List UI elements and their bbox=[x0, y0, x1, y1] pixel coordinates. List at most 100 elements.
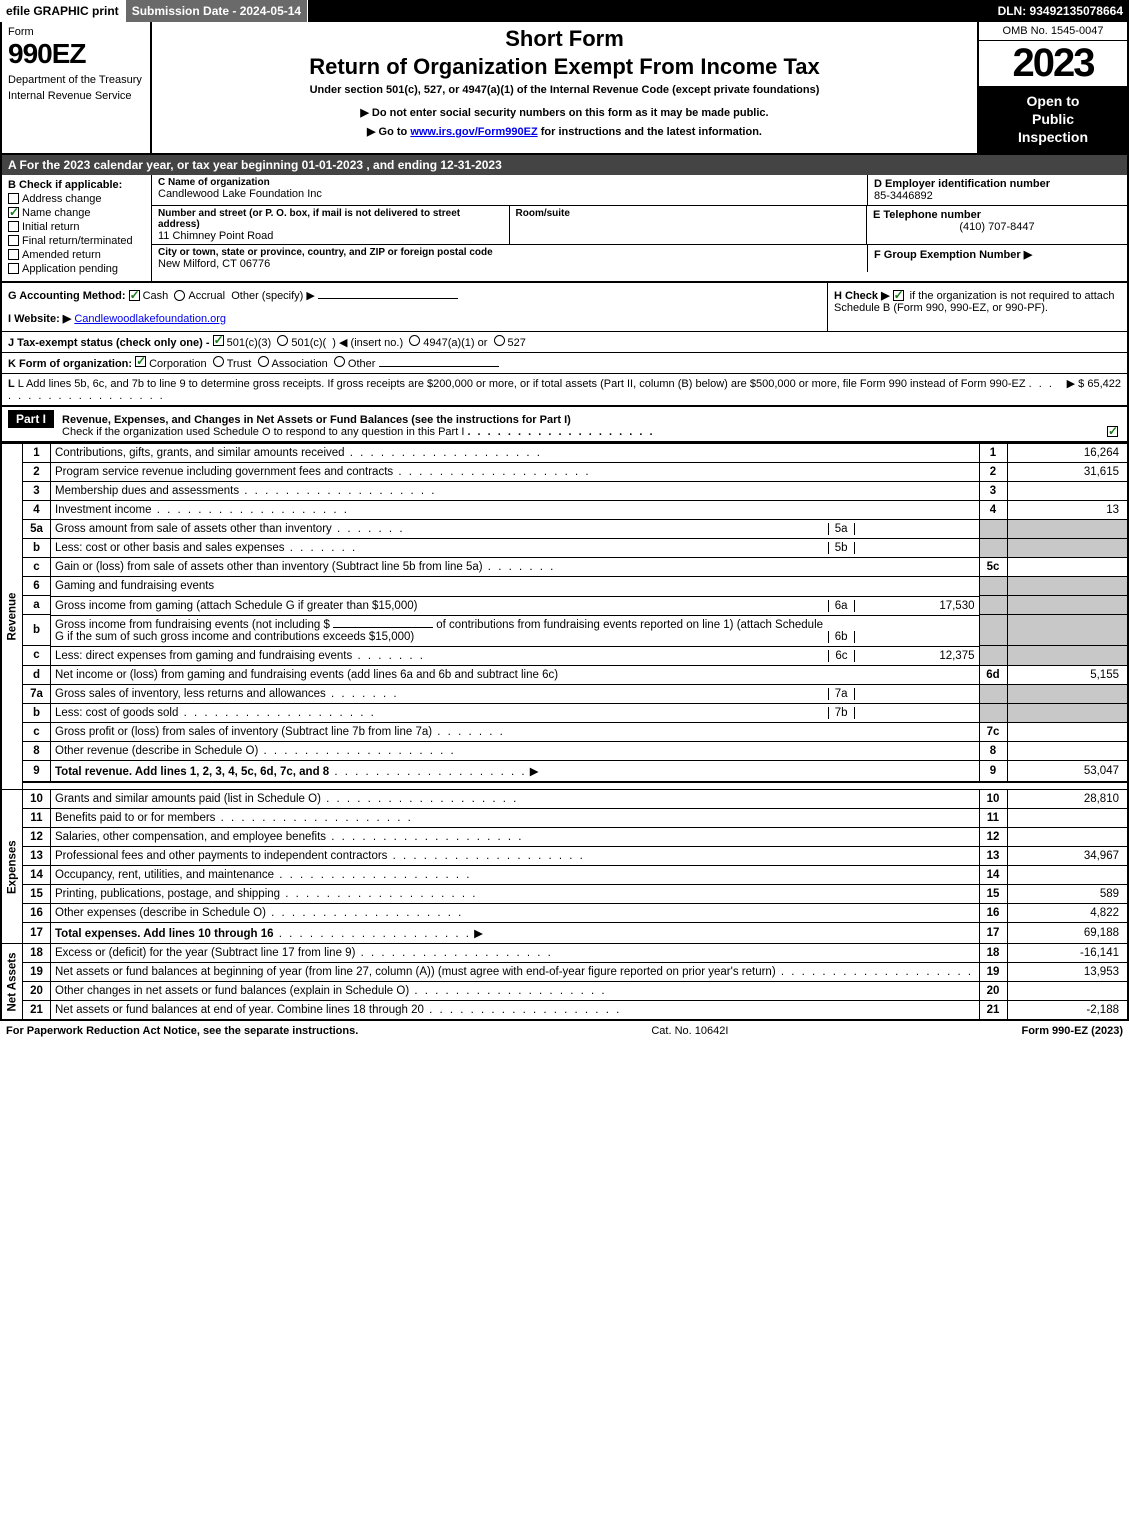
website-link[interactable]: Candlewoodlakefoundation.org bbox=[74, 313, 226, 325]
line-4-row: 4 Investment income 4 13 bbox=[2, 500, 1127, 519]
line-21-row: 21 Net assets or fund balances at end of… bbox=[2, 1001, 1127, 1020]
line-20-row: 20 Other changes in net assets or fund b… bbox=[2, 982, 1127, 1001]
line-6c-value: 12,375 bbox=[855, 650, 975, 662]
footer-center: Cat. No. 10642I bbox=[651, 1025, 728, 1037]
room-label: Room/suite bbox=[516, 208, 861, 219]
line-16-row: 16 Other expenses (describe in Schedule … bbox=[2, 904, 1127, 923]
address-change-checkbox[interactable]: Address change bbox=[8, 193, 145, 205]
h-label: H Check ▶ bbox=[834, 290, 890, 302]
corporation-checkbox[interactable] bbox=[135, 356, 146, 367]
line-19-row: 19 Net assets or fund balances at beginn… bbox=[2, 963, 1127, 982]
line-19-value: 13,953 bbox=[1007, 963, 1127, 982]
ein: 85-3446892 bbox=[874, 190, 1121, 202]
header-center: Short Form Return of Organization Exempt… bbox=[152, 22, 977, 153]
cash-checkbox[interactable] bbox=[129, 290, 140, 301]
form-header: Form 990EZ Department of the Treasury In… bbox=[0, 22, 1129, 155]
g-label: G Accounting Method: bbox=[8, 290, 126, 302]
line-2-row: 2 Program service revenue including gove… bbox=[2, 462, 1127, 481]
dept-treasury: Department of the Treasury bbox=[8, 74, 144, 86]
street-label: Number and street (or P. O. box, if mail… bbox=[158, 208, 503, 230]
column-c-name-address: C Name of organization Candlewood Lake F… bbox=[152, 175, 1127, 281]
trust-checkbox[interactable] bbox=[213, 356, 224, 367]
city-label: City or town, state or province, country… bbox=[158, 247, 861, 258]
part-1-table: Revenue 1 Contributions, gifts, grants, … bbox=[0, 443, 1129, 1022]
line-j: J Tax-exempt status (check only one) - 5… bbox=[0, 332, 1129, 353]
line-7c-row: c Gross profit or (loss) from sales of i… bbox=[2, 723, 1127, 742]
line-12-row: 12 Salaries, other compensation, and emp… bbox=[2, 828, 1127, 847]
dept-irs: Internal Revenue Service bbox=[8, 90, 144, 102]
initial-return-checkbox[interactable]: Initial return bbox=[8, 221, 145, 233]
name-change-checkbox[interactable]: Name change bbox=[8, 207, 145, 219]
line-8-row: 8 Other revenue (describe in Schedule O)… bbox=[2, 742, 1127, 761]
header-left: Form 990EZ Department of the Treasury In… bbox=[2, 22, 152, 153]
footer-right: Form 990-EZ (2023) bbox=[1021, 1025, 1123, 1037]
line-18-row: Net Assets 18 Excess or (deficit) for th… bbox=[2, 944, 1127, 963]
line-18-value: -16,141 bbox=[1007, 944, 1127, 963]
line-1-row: Revenue 1 Contributions, gifts, grants, … bbox=[2, 443, 1127, 462]
schedule-o-checkbox[interactable] bbox=[1107, 426, 1118, 437]
association-checkbox[interactable] bbox=[258, 356, 269, 367]
column-b-checkboxes: B Check if applicable: Address change Na… bbox=[2, 175, 152, 281]
line-10-row: Expenses 10 Grants and similar amounts p… bbox=[2, 790, 1127, 809]
other-checkbox[interactable] bbox=[334, 356, 345, 367]
line-5a-row: 5a Gross amount from sale of assets othe… bbox=[2, 519, 1127, 538]
line-6-row: 6 Gaming and fundraising events bbox=[2, 577, 1127, 596]
do-not-enter-ssn: ▶ Do not enter social security numbers o… bbox=[160, 106, 969, 119]
line-l: L L Add lines 5b, 6c, and 7b to line 9 t… bbox=[0, 374, 1129, 407]
open-to-public: Open to Public Inspection bbox=[979, 86, 1127, 153]
4947-checkbox[interactable] bbox=[409, 335, 420, 346]
line-15-value: 589 bbox=[1007, 885, 1127, 904]
line-2-value: 31,615 bbox=[1007, 462, 1127, 481]
line-6b-row: b Gross income from fundraising events (… bbox=[2, 615, 1127, 646]
netassets-vertical-label: Net Assets bbox=[2, 944, 23, 1020]
omb-number: OMB No. 1545-0047 bbox=[979, 22, 1127, 41]
line-k: K Form of organization: Corporation Trus… bbox=[0, 353, 1129, 374]
dln: DLN: 93492135078664 bbox=[992, 0, 1129, 22]
line-11-row: 11 Benefits paid to or for members 11 bbox=[2, 809, 1127, 828]
submission-date: Submission Date - 2024-05-14 bbox=[126, 0, 308, 22]
part-1-header: Part I Revenue, Expenses, and Changes in… bbox=[0, 407, 1129, 443]
line-5c-value bbox=[1007, 558, 1127, 577]
line-9-row: 9 Total revenue. Add lines 1, 2, 3, 4, 5… bbox=[2, 761, 1127, 783]
form-number: 990EZ bbox=[8, 38, 144, 70]
accrual-checkbox[interactable] bbox=[174, 290, 185, 301]
501c3-checkbox[interactable] bbox=[213, 335, 224, 346]
line-6c-row: c Less: direct expenses from gaming and … bbox=[2, 646, 1127, 666]
501c-checkbox[interactable] bbox=[277, 335, 288, 346]
line-16-value: 4,822 bbox=[1007, 904, 1127, 923]
line-3-row: 3 Membership dues and assessments 3 bbox=[2, 481, 1127, 500]
line-1-value: 16,264 bbox=[1007, 443, 1127, 462]
line-5b-row: b Less: cost or other basis and sales ex… bbox=[2, 538, 1127, 558]
line-5c-row: c Gain or (loss) from sale of assets oth… bbox=[2, 558, 1127, 577]
revenue-vertical-label: Revenue bbox=[2, 443, 23, 790]
d-label: D Employer identification number bbox=[874, 178, 1121, 190]
amended-return-checkbox[interactable]: Amended return bbox=[8, 249, 145, 261]
irs-link[interactable]: www.irs.gov/Form990EZ bbox=[410, 126, 537, 138]
line-6d-value: 5,155 bbox=[1007, 665, 1127, 684]
footer-left: For Paperwork Reduction Act Notice, see … bbox=[6, 1025, 358, 1037]
short-form-title: Short Form bbox=[160, 26, 969, 52]
c-label: C Name of organization bbox=[158, 177, 861, 188]
line-3-value bbox=[1007, 481, 1127, 500]
i-label: I Website: ▶ bbox=[8, 313, 71, 325]
f-label: F Group Exemption Number ▶ bbox=[874, 249, 1032, 261]
city-state-zip: New Milford, CT 06776 bbox=[158, 258, 861, 270]
line-15-row: 15 Printing, publications, postage, and … bbox=[2, 885, 1127, 904]
application-pending-checkbox[interactable]: Application pending bbox=[8, 263, 145, 275]
line-14-row: 14 Occupancy, rent, utilities, and maint… bbox=[2, 866, 1127, 885]
phone: (410) 707-8447 bbox=[873, 221, 1121, 233]
line-9-value: 53,047 bbox=[1007, 761, 1127, 783]
efile-print[interactable]: efile GRAPHIC print bbox=[0, 0, 126, 22]
line-17-row: 17 Total expenses. Add lines 10 through … bbox=[2, 923, 1127, 944]
tax-year: 2023 bbox=[979, 41, 1127, 86]
org-name: Candlewood Lake Foundation Inc bbox=[158, 188, 861, 200]
column-def: D Employer identification number 85-3446… bbox=[867, 175, 1127, 205]
line-6a-row: a Gross income from gaming (attach Sched… bbox=[2, 596, 1127, 615]
h-checkbox[interactable] bbox=[893, 290, 904, 301]
final-return-checkbox[interactable]: Final return/terminated bbox=[8, 235, 145, 247]
line-7a-row: 7a Gross sales of inventory, less return… bbox=[2, 684, 1127, 703]
page-footer: For Paperwork Reduction Act Notice, see … bbox=[0, 1021, 1129, 1041]
form-label: Form bbox=[8, 26, 144, 38]
527-checkbox[interactable] bbox=[494, 335, 505, 346]
line-21-value: -2,188 bbox=[1007, 1001, 1127, 1020]
